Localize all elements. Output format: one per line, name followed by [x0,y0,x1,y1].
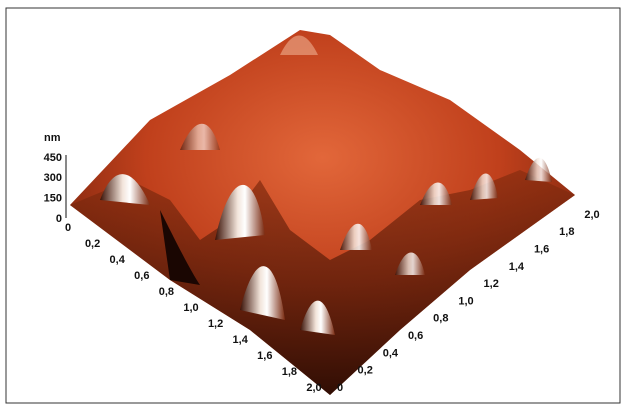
right-tick-label: 0,4 [383,347,399,359]
right-tick-label: 1,0 [458,295,473,307]
right-tick-label: 0,6 [408,330,423,342]
z-tick-label: 300 [44,172,62,184]
left-tick-label: 1,4 [233,334,249,346]
right-tick-label: 1,6 [534,244,549,256]
left-tick-label: 0,4 [110,254,126,266]
right-tick-label: 0,2 [358,365,373,377]
z-unit: nm [44,132,61,144]
left-tick-label: 0,2 [85,238,100,250]
z-tick-label: 450 [44,152,62,164]
left-tick-label: 2,0 [306,382,321,394]
left-tick-label: 0,6 [134,270,149,282]
right-tick-label: 2,0 [584,209,599,221]
z-tick-label: 150 [44,193,62,205]
right-tick-label: 1,4 [509,261,525,273]
left-tick-label: 1,0 [183,302,198,314]
left-tick-label: 0,8 [159,286,174,298]
surface [70,30,575,395]
frame [5,7,621,404]
z-tick-label: 0 [56,213,62,225]
left-tick-label: 1,8 [282,366,297,378]
right-tick-label: 1,2 [484,278,499,290]
right-tick-label: 1,8 [559,226,574,238]
left-tick-label: 1,2 [208,318,223,330]
left-tick-label: 1,6 [257,350,272,362]
right-tick-label: 0 [337,382,343,394]
right-tick-label: 0,8 [433,313,448,325]
left-tick-label: 0 [65,222,71,234]
